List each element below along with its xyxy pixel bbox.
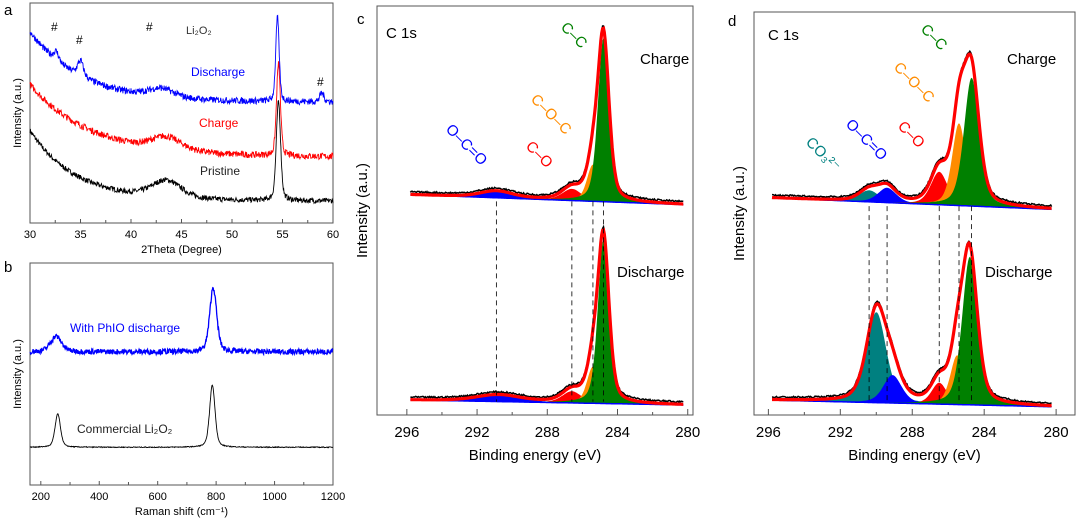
x-tick-label: 288 xyxy=(900,424,925,441)
component-fill xyxy=(772,375,1052,407)
c1s-title-d: C 1s xyxy=(768,27,799,44)
x-tick-label: 292 xyxy=(828,424,853,441)
x-axis-label: Raman shift (cm⁻¹) xyxy=(135,506,228,518)
spectrum-label-charge-d: Charge xyxy=(1007,51,1056,68)
panel-a-xrd: 30 35 40 45 50 55 60 2Theta (Degree) Intensity (… xyxy=(12,2,339,256)
panel-label-a: a xyxy=(4,2,13,19)
x-tick-label: 35 xyxy=(74,229,86,241)
x-tick-label: 800 xyxy=(207,491,225,503)
label-c-c: C–C xyxy=(557,19,590,52)
panel-label-b: b xyxy=(4,259,12,276)
x-tick-label: 280 xyxy=(675,424,700,441)
hash-marker: # xyxy=(146,20,153,34)
x-tick-label: 40 xyxy=(125,229,137,241)
panel-c-xps: 296 292 288 284 280 Binding energy (eV) Intens… xyxy=(354,5,700,464)
label-o-c-o: O–C=O xyxy=(442,121,490,169)
component-fill xyxy=(772,77,1052,210)
raw-data-line xyxy=(772,49,1053,208)
raw-data-line xyxy=(409,25,684,203)
x-tick-label: 200 xyxy=(32,491,50,503)
plot-frame xyxy=(29,262,334,486)
spectrum-label-discharge-d: Discharge xyxy=(985,264,1053,281)
raman-line-0 xyxy=(29,384,333,449)
label-o-c-o: O–C=O xyxy=(842,116,890,164)
y-axis-label: Intensity (a.u.) xyxy=(731,166,748,261)
label-co3: CO₃²⁻ xyxy=(802,134,843,175)
x-tick-label: 600 xyxy=(149,491,167,503)
plot-frame xyxy=(376,5,694,416)
xrd-line-pristine xyxy=(29,99,334,205)
c1s-title-c: C 1s xyxy=(386,25,417,42)
x-tick-label: 296 xyxy=(756,424,781,441)
x-tick-label: 284 xyxy=(605,424,630,441)
raw-data-line xyxy=(771,240,1052,405)
label-c-o: C–O xyxy=(894,118,928,152)
series-label-pristine: Pristine xyxy=(200,164,240,178)
y-axis-label: Intensity (a.u.) xyxy=(12,339,24,409)
label-c-o: C–O xyxy=(522,138,556,172)
x-axis-label: Binding energy (eV) xyxy=(848,447,981,464)
y-axis-label: Intensity (a.u.) xyxy=(354,163,371,258)
hash-marker: # xyxy=(317,75,324,89)
x-tick-label: 1200 xyxy=(321,491,345,503)
spectrum-label-charge-c: Charge xyxy=(640,51,689,68)
spectrum-label-discharge-c: Discharge xyxy=(617,264,685,281)
series-label-phio: With PhIO discharge xyxy=(70,321,180,335)
x-tick-label: 45 xyxy=(175,229,187,241)
label-c-c: C–C xyxy=(917,21,950,54)
x-tick-label: 1000 xyxy=(262,491,286,503)
y-axis-label: Intensity (a.u.) xyxy=(12,78,24,148)
series-label-charge: Charge xyxy=(199,116,239,130)
raw-data-line xyxy=(410,224,684,404)
envelope-line xyxy=(410,227,684,406)
panel-d-xps: 296 292 288 284 280 Binding energy (eV) Intens… xyxy=(731,11,1076,464)
hash-marker: # xyxy=(51,20,58,34)
panel-label-d: d xyxy=(728,13,736,30)
label-c-o-c: C–O–C xyxy=(890,59,938,107)
li2o2-label: Li₂O₂ xyxy=(186,25,212,37)
envelope-line xyxy=(771,52,1052,210)
xrd-line-discharge xyxy=(29,14,334,106)
series-label-discharge: Discharge xyxy=(191,65,245,79)
x-tick-label: 400 xyxy=(90,491,108,503)
x-tick-label: 284 xyxy=(972,424,997,441)
x-tick-label: 60 xyxy=(327,229,339,241)
envelope-line xyxy=(772,240,1052,408)
label-c-o-c: C–O–C xyxy=(527,91,575,139)
x-tick-label: 296 xyxy=(394,424,419,441)
x-tick-label: 280 xyxy=(1044,424,1069,441)
plot-frame xyxy=(753,11,1076,416)
raman-line-1 xyxy=(29,286,334,357)
x-tick-label: 50 xyxy=(226,229,238,241)
hash-marker: # xyxy=(76,33,83,47)
x-axis-label: 2Theta (Degree) xyxy=(141,244,222,256)
panel-b-raman: 200 400 600 800 1000 1200 Raman shift (cm⁻¹) In… xyxy=(12,262,345,518)
background-line xyxy=(772,399,1052,408)
panel-label-c: c xyxy=(357,11,365,28)
component-fill xyxy=(772,256,1052,407)
x-axis-label: Binding energy (eV) xyxy=(469,447,602,464)
envelope-line xyxy=(410,26,684,206)
x-tick-label: 30 xyxy=(24,229,36,241)
xrd-line-charge xyxy=(29,61,334,161)
x-tick-label: 292 xyxy=(465,424,490,441)
x-tick-label: 288 xyxy=(535,424,560,441)
series-label-commercial: Commercial Li₂O₂ xyxy=(77,422,173,436)
x-tick-label: 55 xyxy=(276,229,288,241)
